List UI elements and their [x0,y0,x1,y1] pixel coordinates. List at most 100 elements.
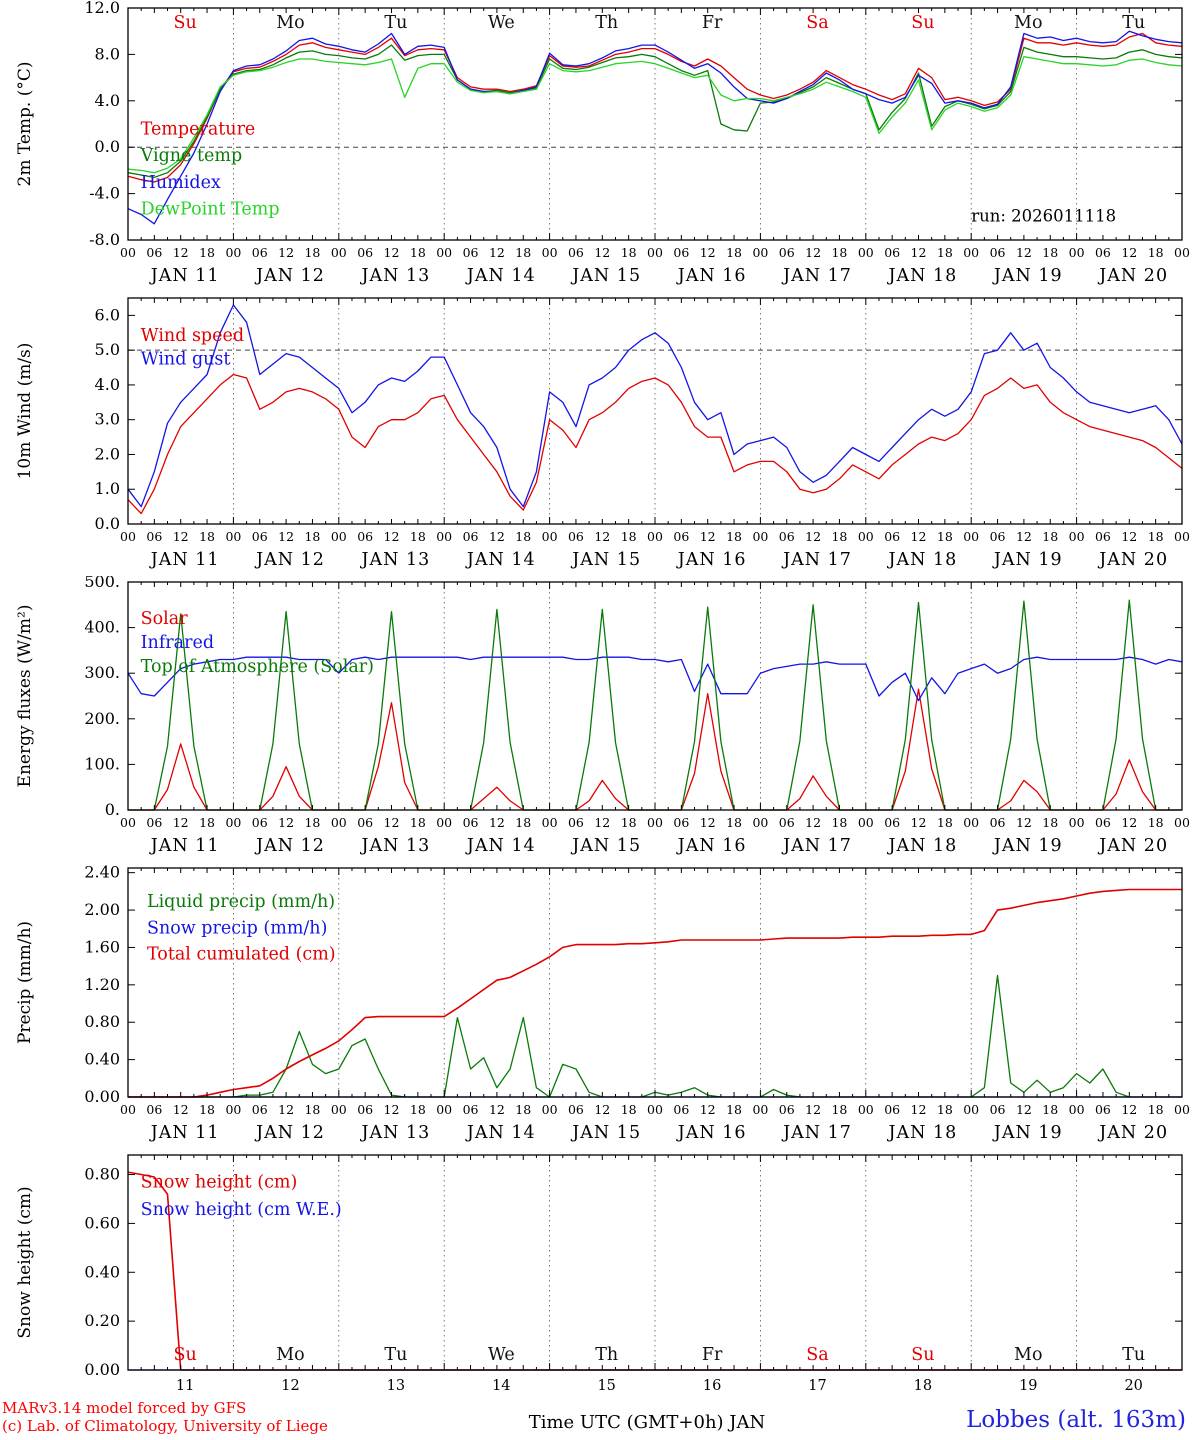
svg-text:06: 06 [357,245,373,260]
svg-text:12: 12 [911,245,927,260]
svg-text:2.0: 2.0 [95,444,120,463]
svg-text:JAN 13: JAN 13 [359,266,430,286]
svg-text:6.0: 6.0 [95,305,120,324]
svg-text:Vigne temp: Vigne temp [140,146,243,166]
svg-text:4.0: 4.0 [95,375,120,394]
svg-text:12: 12 [594,529,610,544]
svg-text:00: 00 [331,815,347,830]
svg-text:00: 00 [225,529,241,544]
svg-text:-8.0: -8.0 [89,230,120,249]
svg-text:Tu: Tu [384,1345,407,1365]
chart-wind: 6.0 5.0 4.0 3.0 2.0 1.0 0.0 10m Wind (m/s) 00 06 1… [15,297,1190,570]
svg-text:06: 06 [884,815,900,830]
svg-text:2.40: 2.40 [84,863,120,882]
credits: MARv3.14 model forced by GFS (c) Lab. of… [2,1399,328,1437]
svg-text:18: 18 [914,1378,932,1394]
svg-text:We: We [488,13,515,33]
svg-text:JAN 16: JAN 16 [676,550,747,570]
svg-text:Su: Su [173,1345,196,1365]
svg-text:JAN 20: JAN 20 [1097,1123,1168,1143]
svg-text:06: 06 [463,815,479,830]
panel-energy-fluxes: 500. 400. 300. 200. 100. 0. Energy fluxes (W/m… [0,572,1194,862]
svg-text:18: 18 [199,245,215,260]
svg-text:18: 18 [726,815,742,830]
svg-text:0.40: 0.40 [84,1262,120,1281]
svg-text:00: 00 [647,529,663,544]
svg-text:12: 12 [1016,529,1032,544]
svg-text:18: 18 [515,1102,531,1117]
svg-text:00: 00 [647,1102,663,1117]
svg-text:06: 06 [357,1102,373,1117]
svg-text:JAN 14: JAN 14 [465,266,536,286]
svg-text:00: 00 [542,245,558,260]
svg-text:00: 00 [1174,815,1190,830]
svg-text:06: 06 [146,1102,162,1117]
svg-text:JAN 12: JAN 12 [254,550,325,570]
svg-text:18: 18 [1042,529,1058,544]
svg-text:run: 2026011118: run: 2026011118 [971,206,1116,225]
svg-text:15: 15 [597,1378,615,1394]
svg-text:400.: 400. [84,618,120,637]
svg-text:00: 00 [858,815,874,830]
svg-text:JAN 11: JAN 11 [149,1123,220,1143]
svg-text:18: 18 [831,529,847,544]
svg-text:00: 00 [542,1102,558,1117]
svg-text:JAN 11: JAN 11 [149,266,220,286]
svg-text:00: 00 [436,245,452,260]
svg-text:00: 00 [225,1102,241,1117]
svg-text:Th: Th [595,13,618,33]
svg-text:0.80: 0.80 [84,1012,120,1031]
svg-text:06: 06 [252,529,268,544]
svg-text:00: 00 [1174,245,1190,260]
svg-text:Liquid precip (mm/h): Liquid precip (mm/h) [147,892,335,912]
svg-text:JAN 17: JAN 17 [781,836,852,856]
svg-text:12: 12 [384,815,400,830]
svg-text:1.20: 1.20 [84,975,120,994]
svg-text:06: 06 [884,529,900,544]
svg-text:JAN 13: JAN 13 [359,836,430,856]
svg-text:12: 12 [489,1102,505,1117]
svg-text:06: 06 [1095,1102,1111,1117]
svg-text:18: 18 [937,529,953,544]
svg-text:16: 16 [703,1378,721,1394]
svg-text:Fr: Fr [702,13,723,33]
svg-text:00: 00 [436,529,452,544]
svg-text:18: 18 [937,245,953,260]
svg-text:100.: 100. [84,754,120,773]
svg-text:00: 00 [331,529,347,544]
svg-text:18: 18 [1148,245,1164,260]
svg-text:06: 06 [673,245,689,260]
svg-text:06: 06 [673,529,689,544]
svg-text:00: 00 [752,1102,768,1117]
svg-text:JAN 15: JAN 15 [570,266,641,286]
svg-text:Snow height (cm W.E.): Snow height (cm W.E.) [141,1200,342,1220]
svg-text:06: 06 [463,245,479,260]
svg-text:06: 06 [252,815,268,830]
svg-text:Su: Su [911,13,934,33]
svg-text:06: 06 [673,1102,689,1117]
svg-text:JAN 14: JAN 14 [465,550,536,570]
svg-text:JAN 15: JAN 15 [570,1123,641,1143]
svg-text:JAN 13: JAN 13 [359,550,430,570]
svg-text:06: 06 [568,245,584,260]
svg-text:0.00: 0.00 [84,1360,120,1379]
svg-text:12: 12 [1016,245,1032,260]
series-wind-speed [127,373,1183,515]
svg-text:00: 00 [1069,529,1085,544]
svg-text:00: 00 [1174,529,1190,544]
svg-text:8.0: 8.0 [95,44,120,63]
svg-text:5.0: 5.0 [95,340,120,359]
svg-text:00: 00 [331,245,347,260]
svg-text:00: 00 [436,1102,452,1117]
svg-text:00: 00 [120,529,136,544]
svg-text:JAN 16: JAN 16 [676,1123,747,1143]
svg-text:Mo: Mo [1014,13,1042,33]
svg-text:18: 18 [410,245,426,260]
svg-text:12: 12 [1121,1102,1137,1117]
footer: MARv3.14 model forced by GFS (c) Lab. of… [0,1398,1194,1440]
svg-text:00: 00 [858,529,874,544]
svg-text:18: 18 [1042,1102,1058,1117]
svg-text:JAN 19: JAN 19 [992,550,1063,570]
lab-credit: (c) Lab. of Climatology, University of L… [2,1417,328,1436]
svg-text:06: 06 [990,245,1006,260]
